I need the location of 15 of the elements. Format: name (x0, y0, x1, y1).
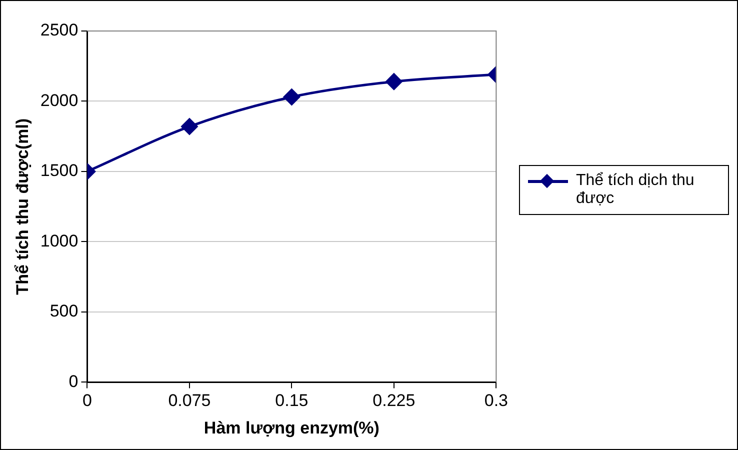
y-axis-title: Thể tích thu được(ml) (12, 118, 32, 295)
y-tick-label: 500 (50, 302, 78, 321)
y-tick-label: 0 (68, 372, 78, 391)
point (283, 88, 300, 106)
legend-label: Thể tích dịch thu được (576, 172, 696, 208)
y-tick-label: 1500 (40, 161, 78, 180)
x-tick-label: 0.225 (372, 391, 416, 410)
x-axis-title: Hàm lượng enzym(%) (204, 418, 380, 438)
x-tick-label: 0.075 (168, 391, 211, 410)
y-tick-label: 2500 (40, 20, 78, 40)
y-tick-label: 1000 (40, 231, 78, 250)
x-tick-label: 0 (82, 391, 92, 410)
y-tick-label: 2000 (40, 90, 78, 110)
x-tick-label: 0.3 (484, 391, 508, 410)
x-tick-label: 0.15 (275, 391, 308, 410)
